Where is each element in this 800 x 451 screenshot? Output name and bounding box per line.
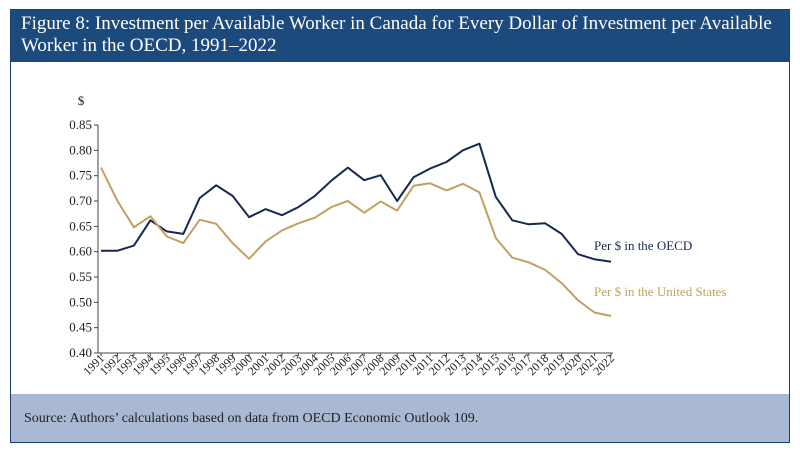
y-tick-label: 0.65 xyxy=(69,218,92,233)
figure-title: Figure 8: Investment per Available Worke… xyxy=(11,10,789,62)
chart-area: $0.40 0.45 0.50 0.55 0.60 0.65 0.70 0.75 0.80 0.8… xyxy=(11,72,789,397)
series-label-2: Per $ in the United States xyxy=(594,284,727,299)
series-label-1: Per $ in the OECD xyxy=(594,238,692,253)
y-tick-label: 0.75 xyxy=(69,168,92,183)
y-tick-label: 0.60 xyxy=(69,244,92,259)
series-line-1 xyxy=(101,142,612,263)
y-tick-label: 0.40 xyxy=(69,345,92,360)
y-tick-label: 0.45 xyxy=(69,320,92,335)
y-tick-label: 0.85 xyxy=(69,117,92,132)
figure: Figure 8: Investment per Available Worke… xyxy=(10,9,790,443)
source-note: Source: Authors’ calculations based on d… xyxy=(11,394,789,442)
y-tick-label: 0.55 xyxy=(69,269,92,284)
series-line-2 xyxy=(100,167,612,317)
y-tick-label: 0.80 xyxy=(69,142,92,157)
y-axis-label: $ xyxy=(78,93,85,108)
line-chart: $0.40 0.45 0.50 0.55 0.60 0.65 0.70 0.75 0.80 0.8… xyxy=(69,93,727,378)
y-tick-label: 0.50 xyxy=(69,294,92,309)
y-tick-label: 0.70 xyxy=(69,193,92,208)
